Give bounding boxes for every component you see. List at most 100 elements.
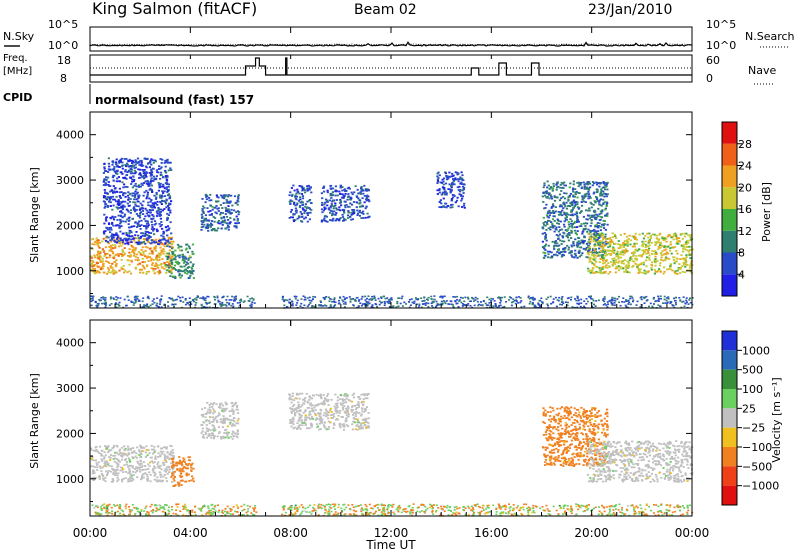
power-echo (144, 220, 148, 223)
power-echo (634, 238, 637, 240)
power-echo (329, 206, 332, 209)
power-echo (147, 237, 151, 239)
power-echo (202, 225, 205, 228)
velocity-echo (138, 464, 141, 466)
power-echo (588, 214, 591, 217)
power-echo (290, 195, 294, 197)
power-echo (543, 223, 546, 226)
power-echo (630, 258, 633, 260)
power-echo (568, 234, 571, 236)
power-baseline-echo (426, 299, 429, 301)
power-y-tick-label: 2000 (56, 219, 84, 232)
power-echo (304, 216, 307, 219)
power-echo (224, 206, 227, 209)
velocity-echo (170, 445, 173, 448)
power-echo (118, 195, 121, 197)
power-echo (595, 261, 598, 263)
power-echo (108, 245, 111, 248)
power-baseline-echo (494, 303, 497, 306)
velocity-echo (219, 418, 222, 421)
power-echo (166, 191, 169, 193)
power-echo (321, 204, 324, 206)
power-echo (664, 256, 668, 259)
power-echo (659, 244, 662, 246)
power-echo (442, 205, 445, 208)
power-echo (148, 231, 151, 234)
velocity-echo (112, 469, 115, 471)
power-echo (225, 201, 228, 204)
power-baseline-echo (103, 303, 106, 305)
power-baseline-echo (371, 305, 374, 308)
power-baseline-echo (395, 306, 398, 308)
power-echo (551, 203, 555, 206)
velocity-echo (94, 477, 97, 479)
power-echo (217, 196, 220, 199)
power-echo (304, 203, 307, 206)
power-echo (663, 252, 666, 255)
power-echo (121, 254, 124, 256)
velocity-echo (192, 477, 195, 480)
power-echo (343, 200, 346, 203)
velocity-echo (186, 464, 189, 467)
velocity-echo (206, 401, 209, 404)
power-echo (343, 218, 346, 220)
nsearch-label: N.Search (745, 30, 795, 43)
power-echo (117, 240, 120, 242)
power-echo (119, 222, 122, 225)
velocity-echo (153, 465, 156, 468)
power-echo (588, 248, 591, 251)
power-echo (685, 256, 688, 258)
velocity-echo (220, 437, 223, 440)
power-echo (554, 210, 558, 213)
power-echo (107, 269, 111, 271)
power-echo (554, 206, 557, 208)
power-echo (546, 212, 549, 215)
power-echo (576, 243, 579, 245)
power-baseline-echo (110, 303, 113, 305)
power-baseline-echo (175, 298, 178, 301)
power-echo (335, 212, 338, 214)
power-baseline-echo (179, 300, 182, 302)
power-echo (574, 193, 577, 196)
power-echo (544, 235, 547, 238)
power-echo (568, 195, 571, 198)
power-echo (160, 171, 163, 174)
power-echo (140, 165, 143, 167)
power-echo (155, 258, 158, 261)
power-echo (308, 188, 311, 191)
power-echo (544, 245, 547, 247)
power-echo (213, 220, 216, 223)
power-baseline-echo (222, 295, 225, 298)
power-echo (639, 271, 642, 274)
power-baseline-echo (342, 295, 345, 298)
power-echo (133, 198, 136, 201)
power-echo (309, 186, 312, 189)
power-echo (145, 226, 148, 229)
power-baseline-echo (435, 300, 438, 303)
power-echo (333, 210, 336, 213)
power-echo (549, 228, 552, 231)
power-echo (320, 220, 323, 223)
power-echo (112, 204, 115, 207)
power-echo (449, 206, 452, 209)
power-baseline-echo (250, 305, 253, 307)
power-echo (580, 239, 583, 242)
power-echo (655, 253, 658, 255)
velocity-echo (135, 469, 139, 472)
power-echo (123, 177, 126, 180)
power-echo (581, 196, 584, 199)
power-echo (289, 191, 292, 194)
velocity-echo (212, 425, 215, 427)
power-echo (642, 237, 646, 240)
power-echo (110, 245, 113, 248)
power-echo (291, 193, 294, 196)
power-echo (169, 265, 172, 267)
power-echo (451, 172, 454, 175)
velocity-echo (158, 479, 161, 482)
power-echo (542, 256, 546, 259)
power-echo (625, 235, 629, 238)
power-baseline-echo (670, 301, 673, 303)
power-echo (139, 237, 142, 239)
power-echo (640, 255, 643, 258)
power-baseline-echo (520, 300, 523, 302)
